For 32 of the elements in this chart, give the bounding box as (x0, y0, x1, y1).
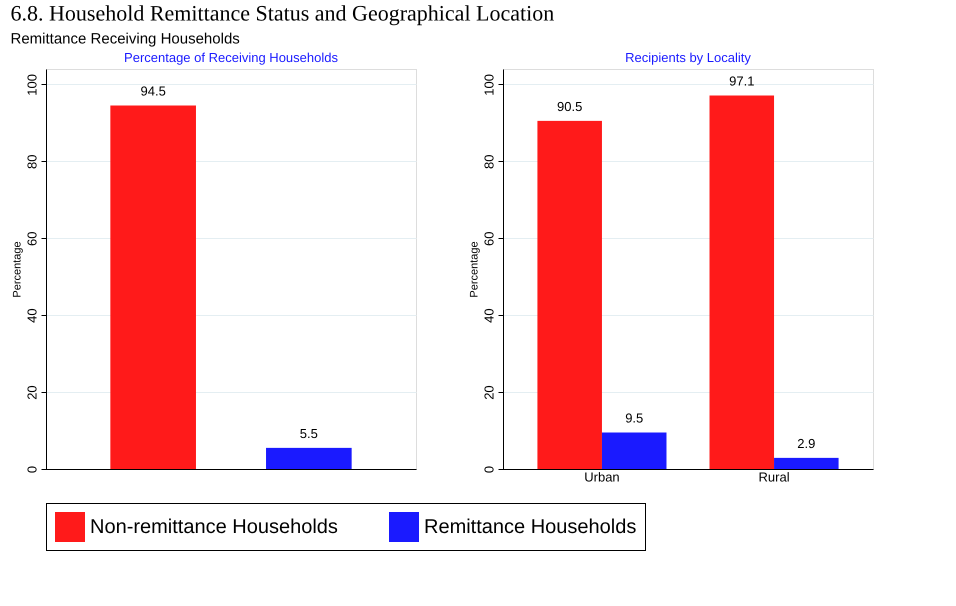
y-tick-label: 20 (482, 385, 496, 400)
y-tick-label: 80 (482, 154, 496, 170)
chart-title: Percentage of Receiving Households (124, 50, 338, 65)
y-tick-label: 40 (482, 308, 496, 323)
y-axis-title: Percentage (468, 241, 480, 298)
legend-label: Non-remittance Households (90, 516, 338, 538)
data-label: 90.5 (557, 98, 582, 114)
y-tick-label: 20 (24, 385, 40, 400)
bar (774, 458, 839, 469)
bar (602, 432, 666, 469)
data-label: 94.5 (140, 84, 166, 99)
y-tick-label: 100 (24, 74, 40, 96)
x-tick-label: Urban (584, 470, 620, 484)
bar (710, 96, 774, 469)
y-tick-label: 60 (24, 231, 40, 246)
y-tick-label: 60 (482, 231, 496, 246)
data-label: 2.9 (797, 436, 816, 451)
text: Remittance Receiving Households (10, 30, 240, 48)
legend-label: Remittance Households (424, 516, 636, 538)
chart-title: Recipients by Locality (625, 50, 752, 65)
bar (537, 120, 602, 469)
y-tick-label: 100 (482, 74, 496, 96)
x-tick-label: Rural (758, 470, 790, 484)
data-label: 9.5 (625, 410, 644, 426)
y-tick-label: 80 (24, 154, 40, 170)
y-tick-label: 0 (482, 466, 496, 474)
text: 6.8. Household Remittance Status and Geographical Location (10, 0, 554, 26)
y-tick-label: 40 (24, 308, 40, 323)
y-axis-title: Percentage (12, 241, 24, 298)
y-tick-label: 0 (24, 466, 40, 474)
data-label: 97.1 (729, 74, 754, 89)
data-label: 5.5 (300, 426, 318, 441)
